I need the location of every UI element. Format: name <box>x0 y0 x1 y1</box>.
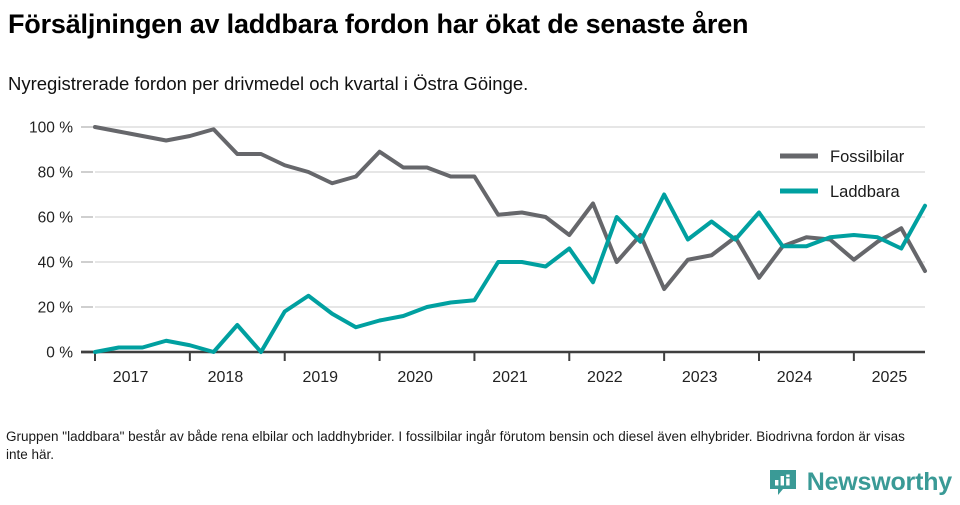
series-line-fossilbilar <box>93 125 927 291</box>
page-title: Försäljningen av laddbara fordon har öka… <box>8 9 749 39</box>
chart-legend: Fossilbilar Laddbara <box>780 148 905 201</box>
footnote-line-2: elhybrider. Biodrivna fordon är visas in… <box>6 429 905 462</box>
legend-label[interactable]: Laddbara <box>830 183 901 201</box>
x-tick-label: 2017 <box>113 369 149 386</box>
y-tick-label: 40 % <box>38 255 74 272</box>
x-tick-label: 2025 <box>872 369 908 386</box>
x-tick-label: 2023 <box>682 369 718 386</box>
line-chart: 0 % 20 % 40 % 60 % 80 % 100 % 2017 2018 2019 202… <box>0 110 960 400</box>
x-tick-label: 2019 <box>302 369 338 386</box>
y-tick-label: 0 % <box>46 345 73 362</box>
chart-svg: 0 % 20 % 40 % 60 % 80 % 100 % 2017 2018 2019 202… <box>29 120 927 386</box>
y-tick-label: 20 % <box>38 300 74 317</box>
bar-chart-speech-bubble-icon <box>769 470 796 495</box>
chart-gridlines <box>95 126 925 308</box>
x-tick-label: 2022 <box>587 369 623 386</box>
y-axis-tick-labels: 0 % 20 % 40 % 60 % 80 % 100 % <box>29 120 93 362</box>
legend-label[interactable]: Fossilbilar <box>830 148 905 166</box>
y-tick-label: 80 % <box>38 165 74 182</box>
page-subtitle: Nyregistrerade fordon per drivmedel och … <box>8 73 529 94</box>
chart-footnote: Gruppen "laddbara" består av både rena e… <box>6 428 926 464</box>
y-tick-label: 60 % <box>38 210 74 227</box>
x-tick-label: 2021 <box>492 369 528 386</box>
brand-name: Newsworthy <box>806 467 952 496</box>
x-axis-tick-labels: 2017 2018 2019 2020 2021 2022 2023 2024 2025 <box>113 369 908 386</box>
x-tick-label: 2024 <box>777 369 813 386</box>
y-tick-label: 100 % <box>29 120 73 137</box>
x-tick-label: 2018 <box>208 369 244 386</box>
x-tick-label: 2020 <box>397 369 433 386</box>
chart-series-lines <box>93 125 927 354</box>
newsworthy-logo[interactable]: Newsworthy <box>768 467 952 497</box>
footnote-line-1: Gruppen "laddbara" består av både rena e… <box>6 429 687 444</box>
series-line-laddbara <box>93 192 927 354</box>
x-axis-ticks <box>94 352 855 361</box>
